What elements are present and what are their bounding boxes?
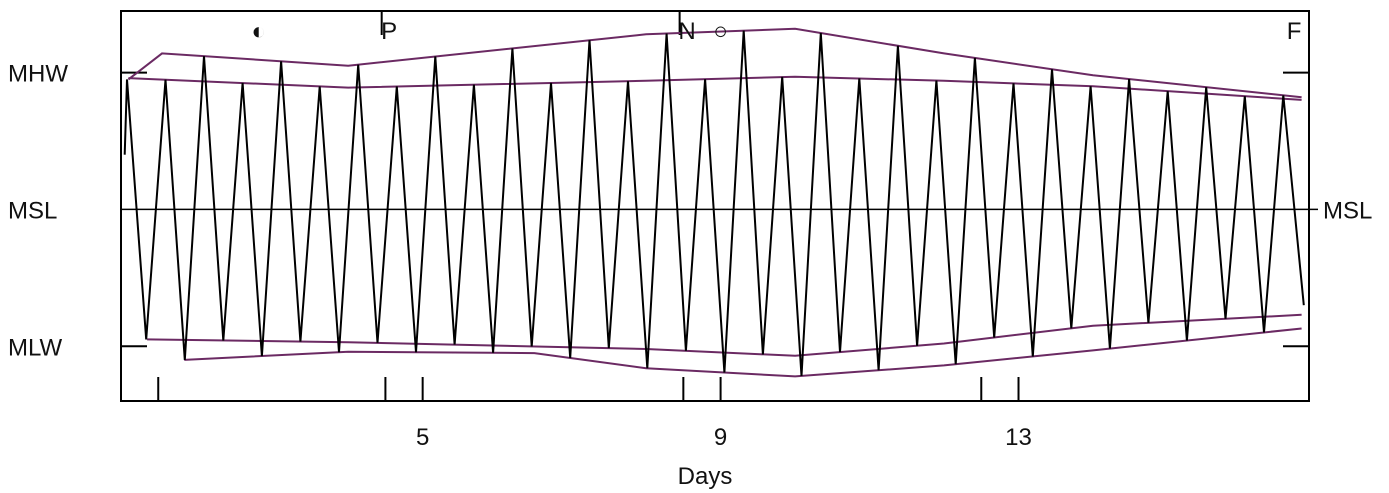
perigee-label: P	[381, 18, 397, 45]
y-level-label: MLW	[8, 334, 63, 361]
full-moon-label: F	[1287, 18, 1302, 45]
annotations: ◐ P N ○ F	[252, 18, 1302, 45]
x-tick-label: 13	[1005, 424, 1032, 451]
annotation-markers	[380, 11, 681, 35]
envelope-lines	[127, 27, 1302, 378]
envelope-lw_high	[147, 313, 1302, 357]
y-level-label-right: MSL	[1323, 197, 1372, 224]
edge-ticks	[121, 71, 1309, 348]
full-moon-circle-label: ○	[713, 18, 728, 45]
x-axis-label: Days	[678, 463, 733, 490]
tide-curve-series	[123, 30, 1305, 376]
x-ticks: 5 9 13	[416, 377, 1032, 451]
x-tick-label: 5	[416, 424, 429, 451]
new-moon-label: N	[678, 18, 695, 45]
y-level-label: MHW	[8, 61, 68, 88]
last-quarter-moon-label: ◐	[252, 18, 267, 45]
minor-ticks	[157, 377, 983, 401]
x-tick-label: 9	[714, 424, 727, 451]
plot-frame	[120, 10, 1310, 402]
y-labels: MHW MSL MLW MSL	[8, 61, 1372, 362]
envelope-lw_low	[184, 327, 1302, 378]
envelope-hw_high	[127, 27, 1302, 99]
y-level-label: MSL	[8, 197, 57, 224]
envelope-hw_low	[128, 75, 1302, 101]
